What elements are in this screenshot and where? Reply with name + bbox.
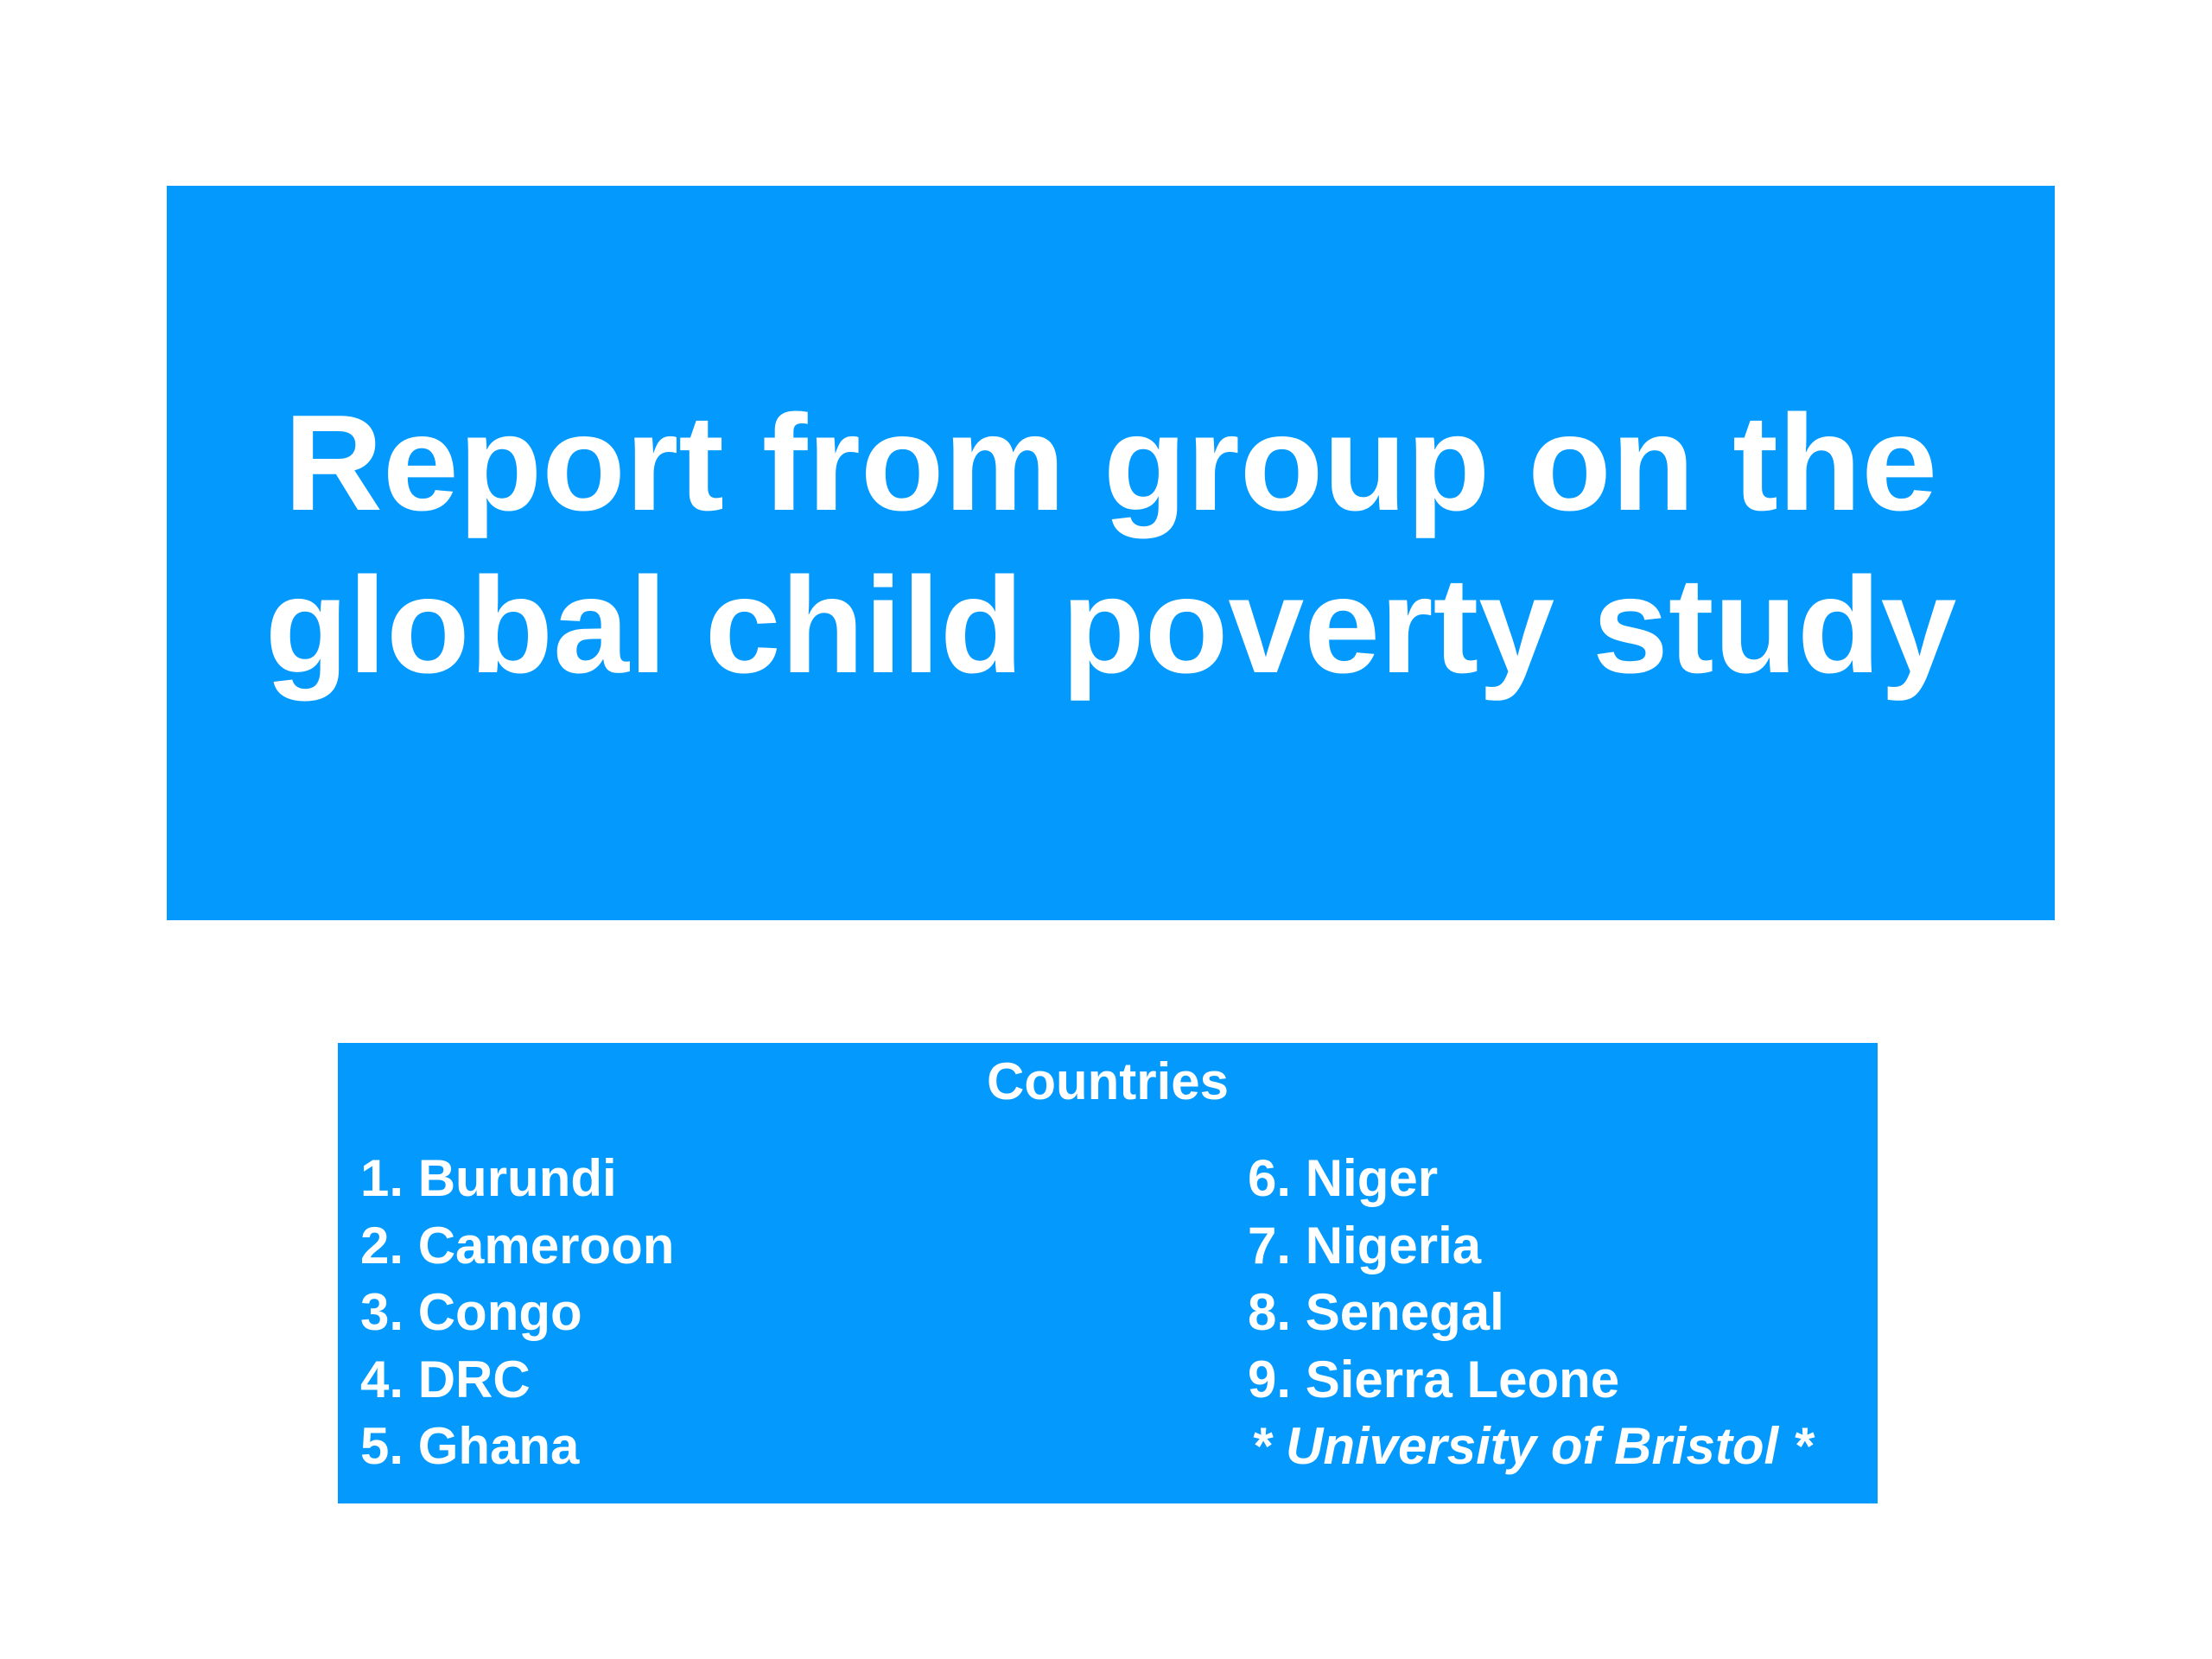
country-item: 2. Cameroon [360,1216,675,1274]
slide-title-line-2: global child poverty study [264,550,1957,702]
university-note: * University of Bristol * [1251,1417,1814,1475]
country-item: 4. DRC [360,1350,531,1408]
country-item: 8. Senegal [1248,1283,1504,1341]
countries-heading: Countries [986,1052,1230,1110]
country-item: 9. Sierra Leone [1248,1350,1620,1408]
countries-panel: Countries 1. Burundi 2. Cameroon 3. Cong… [338,1043,1878,1503]
country-item: 5. Ghana [360,1417,580,1475]
title-banner: Report from group on the global child po… [167,186,2055,920]
country-item: 7. Nigeria [1248,1216,1482,1274]
slide-title-line-1: Report from group on the [283,387,1938,539]
country-item: 1. Burundi [360,1149,617,1207]
countries-list-right: 6. Niger 7. Nigeria 8. Senegal 9. Sierra… [1248,1145,1813,1480]
countries-list-left: 1. Burundi 2. Cameroon 3. Congo 4. DRC 5… [360,1145,674,1480]
slide-title: Report from group on the global child po… [265,382,1957,724]
country-item: 3. Congo [360,1283,582,1341]
country-item: 6. Niger [1248,1149,1439,1207]
